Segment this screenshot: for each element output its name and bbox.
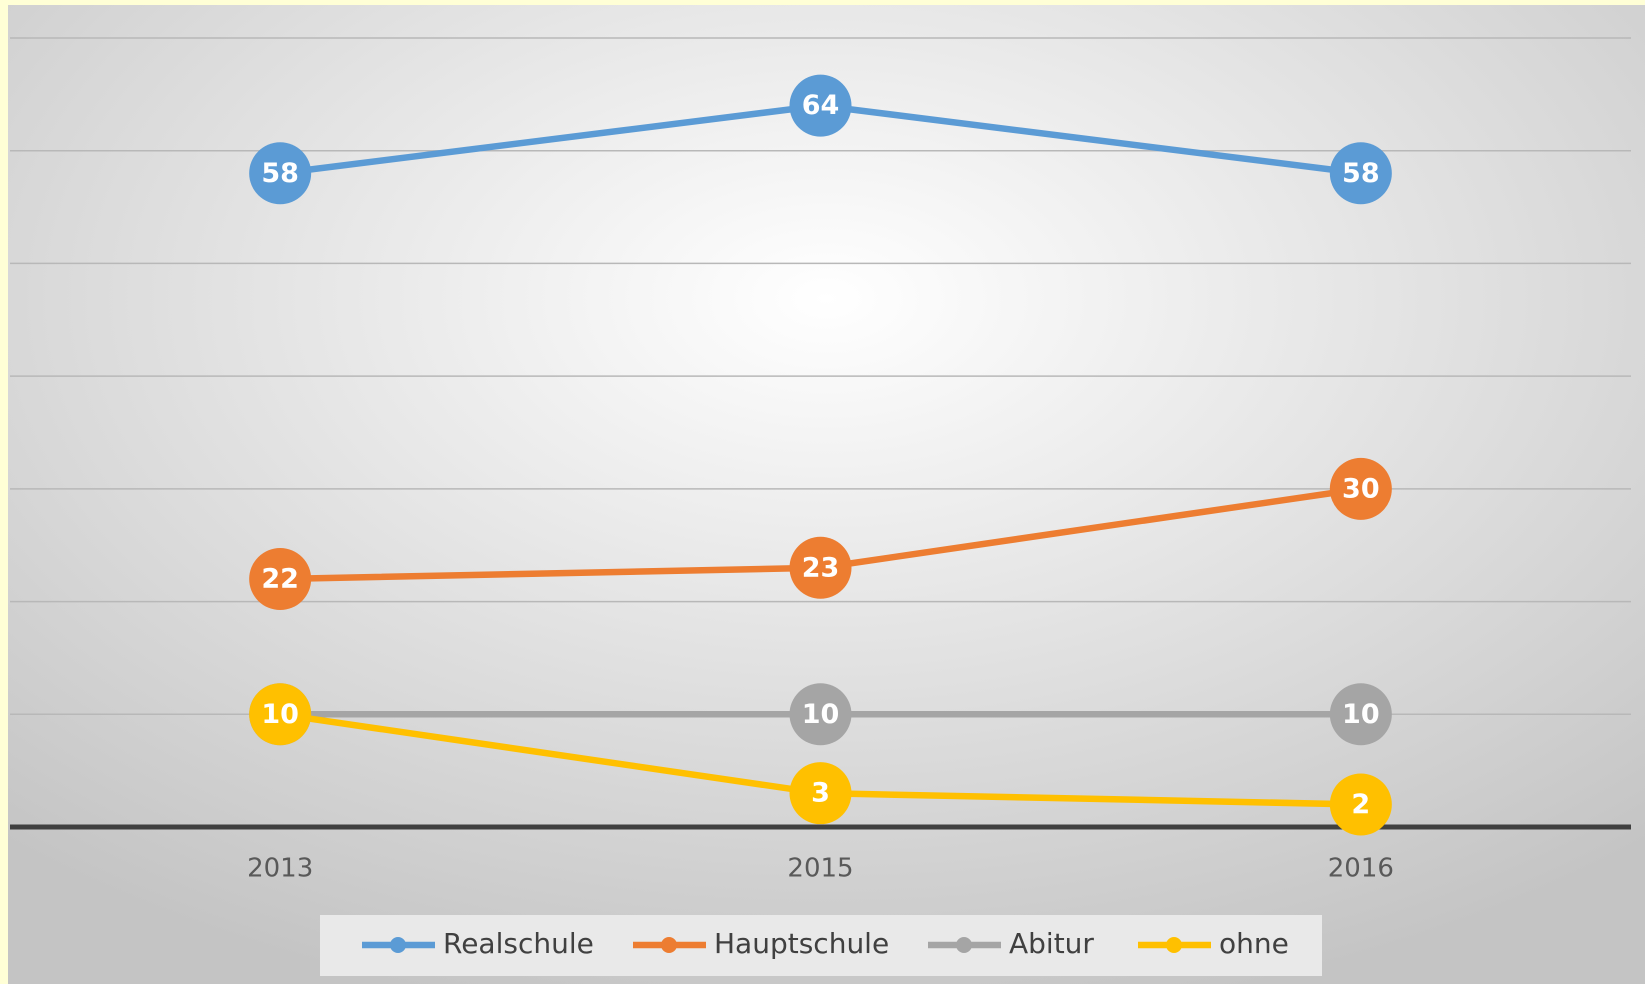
legend-marker [956,937,972,953]
legend-marker [661,937,677,953]
data-point [1329,457,1392,520]
data-label: 2 [1351,789,1370,820]
data-label: 23 [802,552,840,583]
data-label: 10 [1342,699,1380,730]
legend-label: Realschule [443,927,594,960]
data-point [249,683,312,746]
data-point [789,683,852,746]
legend-marker [1166,937,1182,953]
data-label: 10 [261,699,299,730]
data-label: 58 [261,158,299,189]
data-point [249,548,312,611]
data-label: 22 [261,564,299,595]
data-label: 3 [811,778,830,809]
data-label: 30 [1342,473,1380,504]
legend-label: Hauptschule [714,927,889,960]
x-tick-label: 2016 [1328,854,1394,884]
x-tick-label: 2015 [787,854,853,884]
legend-label: Abitur [1009,927,1094,960]
data-label: 10 [802,699,840,730]
data-point [1329,142,1392,205]
data-point [789,536,852,599]
chart-area [8,5,1645,984]
legend-label: ohne [1219,927,1289,960]
legend-marker [390,937,406,953]
x-tick-label: 2013 [247,854,313,884]
data-point [249,142,312,205]
data-point [1329,773,1392,836]
data-label: 58 [1342,158,1380,189]
data-label: 64 [802,90,840,121]
data-point [1329,683,1392,746]
data-point [789,74,852,137]
data-point [789,762,852,825]
